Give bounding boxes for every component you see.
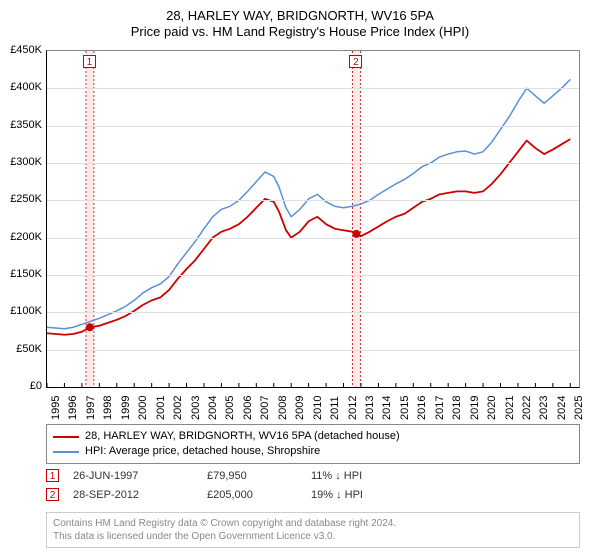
sale-date: 28-SEP-2012	[73, 489, 193, 501]
legend-label: 28, HARLEY WAY, BRIDGNORTH, WV16 5PA (de…	[85, 429, 400, 444]
y-axis-label: £350K	[2, 119, 42, 131]
x-axis-label: 2007	[259, 396, 271, 420]
y-axis-label: £300K	[2, 156, 42, 168]
x-axis-label: 2021	[504, 396, 516, 420]
x-axis-label: 2016	[416, 396, 428, 420]
sale-marker-icon: 2	[349, 55, 362, 68]
y-axis-label: £400K	[2, 81, 42, 93]
x-axis-label: 2005	[224, 396, 236, 420]
x-axis-label: 2004	[207, 396, 219, 420]
footer-line: Contains HM Land Registry data © Crown c…	[53, 517, 573, 530]
x-axis-label: 2000	[137, 396, 149, 420]
x-axis-label: 2003	[190, 396, 202, 420]
x-axis-label: 2010	[312, 396, 324, 420]
x-axis-label: 1999	[120, 396, 132, 420]
x-axis-label: 2002	[172, 396, 184, 420]
y-axis-label: £200K	[2, 231, 42, 243]
x-axis-label: 2011	[329, 396, 341, 420]
chart-title-address: 28, HARLEY WAY, BRIDGNORTH, WV16 5PA	[0, 8, 600, 23]
footer-line: This data is licensed under the Open Gov…	[53, 530, 573, 543]
legend-item: HPI: Average price, detached house, Shro…	[53, 444, 573, 459]
x-axis-label: 1996	[67, 396, 79, 420]
y-axis-label: £50K	[2, 343, 42, 355]
x-axis-label: 2001	[155, 396, 167, 420]
sale-date: 26-JUN-1997	[73, 470, 193, 482]
sale-vs-hpi: 11% ↓ HPI	[311, 470, 421, 482]
y-axis-label: £450K	[2, 44, 42, 56]
x-axis-label: 2013	[364, 396, 376, 420]
attribution-footer: Contains HM Land Registry data © Crown c…	[46, 512, 580, 548]
sale-marker-icon: 2	[46, 488, 59, 501]
legend-swatch	[53, 451, 79, 453]
sales-table: 1 26-JUN-1997 £79,950 11% ↓ HPI 2 28-SEP…	[46, 466, 580, 504]
x-axis-label: 2012	[347, 396, 359, 420]
y-axis-label: £0	[2, 380, 42, 392]
sale-marker-icon: 1	[83, 55, 96, 68]
x-axis-label: 1995	[50, 396, 62, 420]
x-axis-label: 2008	[277, 396, 289, 420]
y-axis-label: £100K	[2, 305, 42, 317]
table-row: 2 28-SEP-2012 £205,000 19% ↓ HPI	[46, 485, 580, 504]
sale-price: £205,000	[207, 489, 297, 501]
x-axis-label: 2024	[556, 396, 568, 420]
table-row: 1 26-JUN-1997 £79,950 11% ↓ HPI	[46, 466, 580, 485]
x-axis-label: 1997	[85, 396, 97, 420]
x-axis-label: 2025	[573, 396, 585, 420]
x-axis-label: 2019	[469, 396, 481, 420]
x-axis-label: 2014	[381, 396, 393, 420]
x-axis-label: 2020	[486, 396, 498, 420]
x-axis-label: 2006	[242, 396, 254, 420]
sale-price: £79,950	[207, 470, 297, 482]
legend-box: 28, HARLEY WAY, BRIDGNORTH, WV16 5PA (de…	[46, 424, 580, 464]
sale-marker-icon: 1	[46, 469, 59, 482]
x-axis-label: 2018	[451, 396, 463, 420]
line-chart-svg	[47, 51, 579, 387]
legend-swatch	[53, 436, 79, 438]
plot-area	[46, 50, 580, 388]
x-axis-label: 2009	[294, 396, 306, 420]
y-axis-label: £150K	[2, 268, 42, 280]
chart-container: 28, HARLEY WAY, BRIDGNORTH, WV16 5PA Pri…	[0, 0, 600, 560]
chart-subtitle: Price paid vs. HM Land Registry's House …	[0, 24, 600, 39]
x-axis-label: 2022	[521, 396, 533, 420]
legend-label: HPI: Average price, detached house, Shro…	[85, 444, 320, 459]
legend-item: 28, HARLEY WAY, BRIDGNORTH, WV16 5PA (de…	[53, 429, 573, 444]
sale-vs-hpi: 19% ↓ HPI	[311, 489, 421, 501]
y-axis-label: £250K	[2, 193, 42, 205]
x-axis-label: 2015	[399, 396, 411, 420]
x-axis-label: 1998	[102, 396, 114, 420]
x-axis-label: 2023	[538, 396, 550, 420]
x-axis-label: 2017	[434, 396, 446, 420]
title-block: 28, HARLEY WAY, BRIDGNORTH, WV16 5PA Pri…	[0, 0, 600, 39]
